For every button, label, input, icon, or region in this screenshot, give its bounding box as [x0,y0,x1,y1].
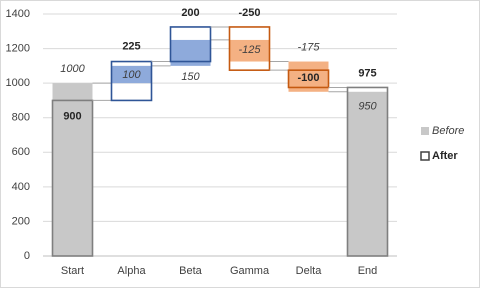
after-bar [287,69,330,89]
before-label: -175 [297,41,320,53]
legend-swatch [420,151,430,161]
x-tick-label: Alpha [117,265,146,277]
x-tick-label: Gamma [230,265,270,277]
after-bar [169,26,212,63]
y-tick-label: 400 [12,181,30,193]
legend-label: Before [432,125,464,137]
before-bar [52,83,93,257]
x-tick-label: End [358,265,378,277]
before-bar [347,91,388,257]
before-label: 950 [358,101,377,113]
before-label: 1000 [60,63,85,75]
y-tick-label: 800 [12,112,30,124]
before-bar [229,39,270,62]
y-tick-label: 200 [12,215,30,227]
y-tick-label: 1400 [6,8,30,20]
x-tick-label: Beta [179,265,203,277]
after-label: 225 [122,40,140,52]
x-tick-label: Start [61,265,84,277]
y-tick-label: 600 [12,146,30,158]
before-label: 150 [181,71,200,83]
after-label: -250 [238,7,260,19]
after-bar [346,86,389,257]
before-label: 100 [122,69,141,81]
y-tick-label: 1200 [6,42,30,54]
before-label: -125 [238,44,261,56]
y-tick-label: 0 [24,250,30,262]
after-label: 975 [358,67,376,79]
y-tick-label: 1000 [6,77,30,89]
after-bar [51,99,94,257]
x-tick-label: Delta [296,265,323,277]
after-label: 900 [63,110,81,122]
legend-label: After [432,150,458,162]
after-label: -100 [297,72,319,84]
after-bar [110,60,153,102]
legend-swatch [421,127,429,135]
after-label: 200 [181,7,199,19]
before-bar [111,65,152,84]
after-bar [228,26,271,71]
